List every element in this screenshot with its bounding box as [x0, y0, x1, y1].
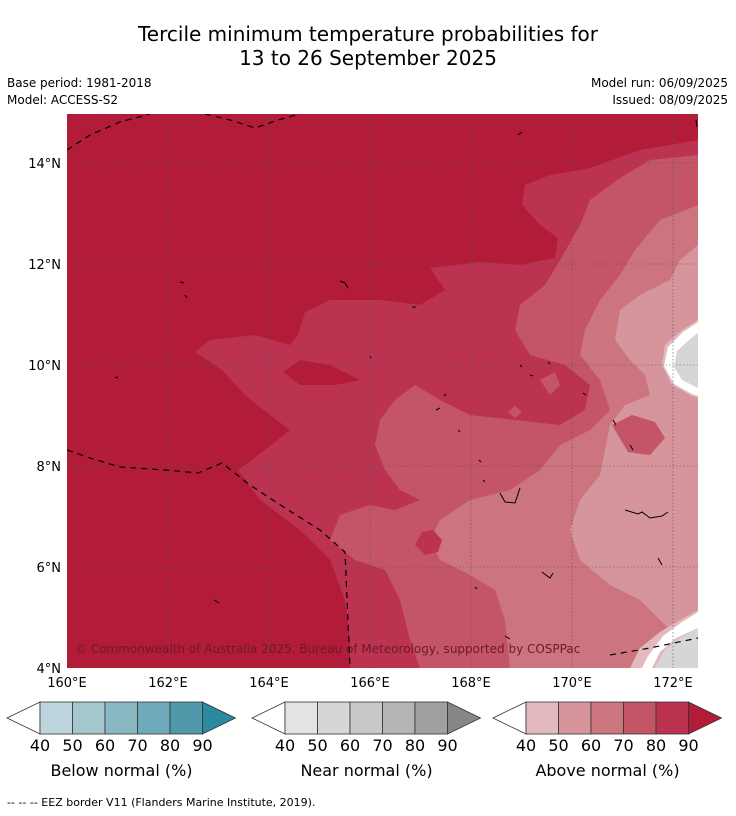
colorbar-tick-label: 80 — [160, 736, 180, 755]
colorbar-segment — [414, 701, 448, 735]
lat-label: 6°N — [37, 561, 62, 576]
colorbar-below: 40 50 60 70 80 90 — [6, 701, 237, 755]
colorbar-over-triangle — [447, 701, 482, 735]
title-line-2: 13 to 26 September 2025 — [239, 46, 497, 70]
eez-footnote: -- -- -- EEZ border V11 (Flanders Marine… — [7, 796, 316, 809]
lon-label: 166°E — [350, 676, 390, 691]
colorbar-segment — [655, 701, 689, 735]
below-normal-label: Below normal (%) — [50, 761, 193, 780]
islands — [114, 119, 698, 640]
colorbar-under-triangle — [6, 701, 41, 735]
colorbar-tick-label: 60 — [581, 736, 601, 755]
lon-label: 168°E — [451, 676, 491, 691]
gridlines — [67, 114, 698, 668]
colorbar-segment — [349, 701, 383, 735]
map-plot-area: © Commonwealth of Australia 2025, Bureau… — [67, 114, 698, 668]
colorbar-legends: 40 50 60 70 80 90 40 50 60 70 80 90 40 50 60 70 80 90 — [6, 701, 723, 755]
above-80-blob-1 — [415, 530, 442, 555]
lon-label: 164°E — [249, 676, 289, 691]
colorbar-segment — [39, 701, 73, 735]
above-70-blob-1 — [508, 372, 560, 418]
model-name: Model: ACCESS-S2 — [7, 93, 119, 107]
colorbar-near: 40 50 60 70 80 90 — [251, 701, 482, 755]
lat-label: 10°N — [28, 359, 61, 374]
colorbar-under-triangle — [492, 701, 527, 735]
colorbar-tick-label: 80 — [405, 736, 425, 755]
colorbar-segment — [525, 701, 559, 735]
lat-label: 14°N — [28, 157, 61, 172]
longitude-labels: 160°E 162°E 164°E 166°E 168°E 170°E 172°… — [47, 676, 693, 691]
colorbar-tick-label: 50 — [548, 736, 568, 755]
colorbar-tick-label: 50 — [307, 736, 327, 755]
near-normal-label: Near normal (%) — [300, 761, 433, 780]
meta-right: Model run: 06/09/2025 Issued: 08/09/2025 — [591, 75, 728, 109]
lon-label: 162°E — [148, 676, 188, 691]
latitude-labels: 14°N 12°N 10°N 8°N 6°N 4°N — [28, 157, 61, 677]
base-period: Base period: 1981-2018 — [7, 76, 152, 90]
lon-label: 160°E — [47, 676, 87, 691]
colorbar-segment — [284, 701, 318, 735]
colorbar-segment — [317, 701, 351, 735]
lon-label: 172°E — [653, 676, 693, 691]
near-normal-region — [655, 330, 698, 668]
issued-date: Issued: 08/09/2025 — [612, 93, 728, 107]
lon-label: 170°E — [552, 676, 592, 691]
colorbar-segment — [169, 701, 203, 735]
colorbar-tick-label: 90 — [678, 736, 698, 755]
colorbar-segment — [72, 701, 106, 735]
colorbar-tick-label: 60 — [340, 736, 360, 755]
colorbar-tick-label: 40 — [30, 736, 50, 755]
above-70-blob-2 — [612, 415, 665, 455]
colorbar-tick-label: 70 — [613, 736, 633, 755]
colorbar-tick-label: 60 — [95, 736, 115, 755]
map-title: Tercile minimum temperature probabilitie… — [0, 22, 736, 70]
above-90-blob-1 — [283, 360, 360, 385]
colorbar-segment — [590, 701, 624, 735]
colorbar-over-triangle — [202, 701, 237, 735]
eez-borders — [67, 114, 698, 668]
lat-label: 12°N — [28, 258, 61, 273]
colorbar-tick-label: 90 — [437, 736, 457, 755]
colorbar-tick-label: 70 — [372, 736, 392, 755]
lat-label: 4°N — [37, 662, 62, 677]
title-line-1: Tercile minimum temperature probabilitie… — [137, 22, 599, 46]
colorbar-tick-label: 70 — [127, 736, 147, 755]
colorbar-segment — [137, 701, 171, 735]
colorbar-tick-label: 90 — [192, 736, 212, 755]
meta-left: Base period: 1981-2018 Model: ACCESS-S2 — [7, 75, 152, 109]
colorbar-segment — [104, 701, 138, 735]
colorbar-segment — [382, 701, 416, 735]
colorbar-tick-label: 40 — [516, 736, 536, 755]
colorbar-segment — [558, 701, 592, 735]
colorbar-under-triangle — [251, 701, 286, 735]
above-normal-label: Above normal (%) — [535, 761, 680, 780]
colorbar-tick-label: 50 — [62, 736, 82, 755]
colorbar-tick-label: 40 — [275, 736, 295, 755]
model-run: Model run: 06/09/2025 — [590, 76, 728, 90]
lat-label: 8°N — [37, 460, 62, 475]
colorbar-above: 40 50 60 70 80 90 — [492, 701, 723, 755]
colorbar-tick-label: 80 — [646, 736, 666, 755]
colorbar-segment — [623, 701, 657, 735]
copyright-notice: © Commonwealth of Australia 2025, Bureau… — [75, 642, 580, 656]
colorbar-over-triangle — [688, 701, 723, 735]
